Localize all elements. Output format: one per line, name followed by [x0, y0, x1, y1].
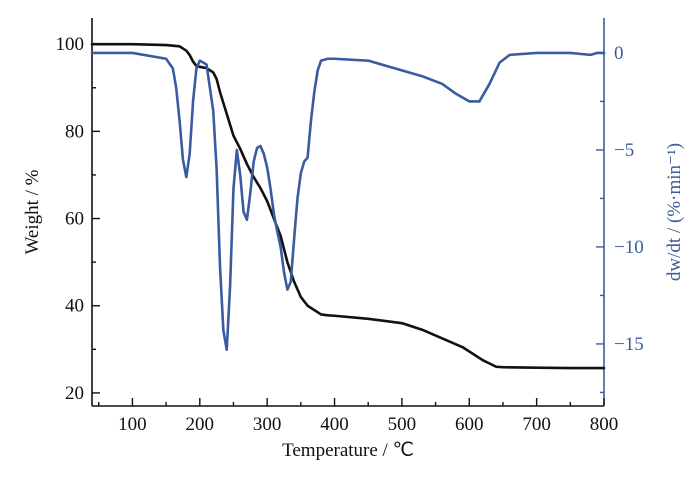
- y-right-tick-label: −5: [614, 140, 634, 161]
- y-left-tick-label: 60: [65, 209, 84, 230]
- weight-series-line: [90, 42, 606, 370]
- labels-layer: 100 200 300 400 500 600 700 800 20 40 60 80 100 0 −5 −1…: [22, 34, 685, 461]
- y-right-tick-label: −10: [614, 237, 644, 258]
- y-left-tick-label: 80: [65, 121, 84, 142]
- axes-layer: [91, 18, 605, 407]
- x-tick-label: 800: [590, 414, 619, 435]
- x-tick-label: 100: [118, 414, 147, 435]
- y-left-tick-label: 40: [65, 296, 84, 317]
- x-tick-label: 500: [388, 414, 417, 435]
- x-tick-label: 600: [455, 414, 484, 435]
- x-tick-label: 700: [522, 414, 551, 435]
- y-axis-left-title: Weight / %: [22, 169, 43, 254]
- x-axis-title: Temperature / ℃: [282, 440, 414, 461]
- x-tick-label: 300: [253, 414, 282, 435]
- x-tick-label: 200: [186, 414, 215, 435]
- y-right-tick-label: 0: [614, 43, 624, 64]
- y-right-tick-label: −15: [614, 334, 644, 355]
- y-left-tick-label: 20: [65, 383, 84, 404]
- x-tick-label: 400: [320, 414, 349, 435]
- y-left-tick-label: 100: [56, 34, 85, 55]
- series-layer: [90, 42, 606, 370]
- dwdt-series-line: [90, 51, 606, 352]
- y-axis-right-title: dw/dt / (%·min⁻¹): [664, 143, 685, 281]
